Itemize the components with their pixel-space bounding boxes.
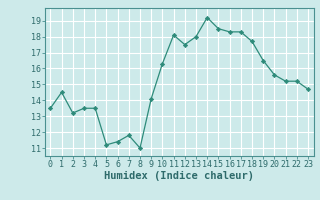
X-axis label: Humidex (Indice chaleur): Humidex (Indice chaleur)	[104, 171, 254, 181]
